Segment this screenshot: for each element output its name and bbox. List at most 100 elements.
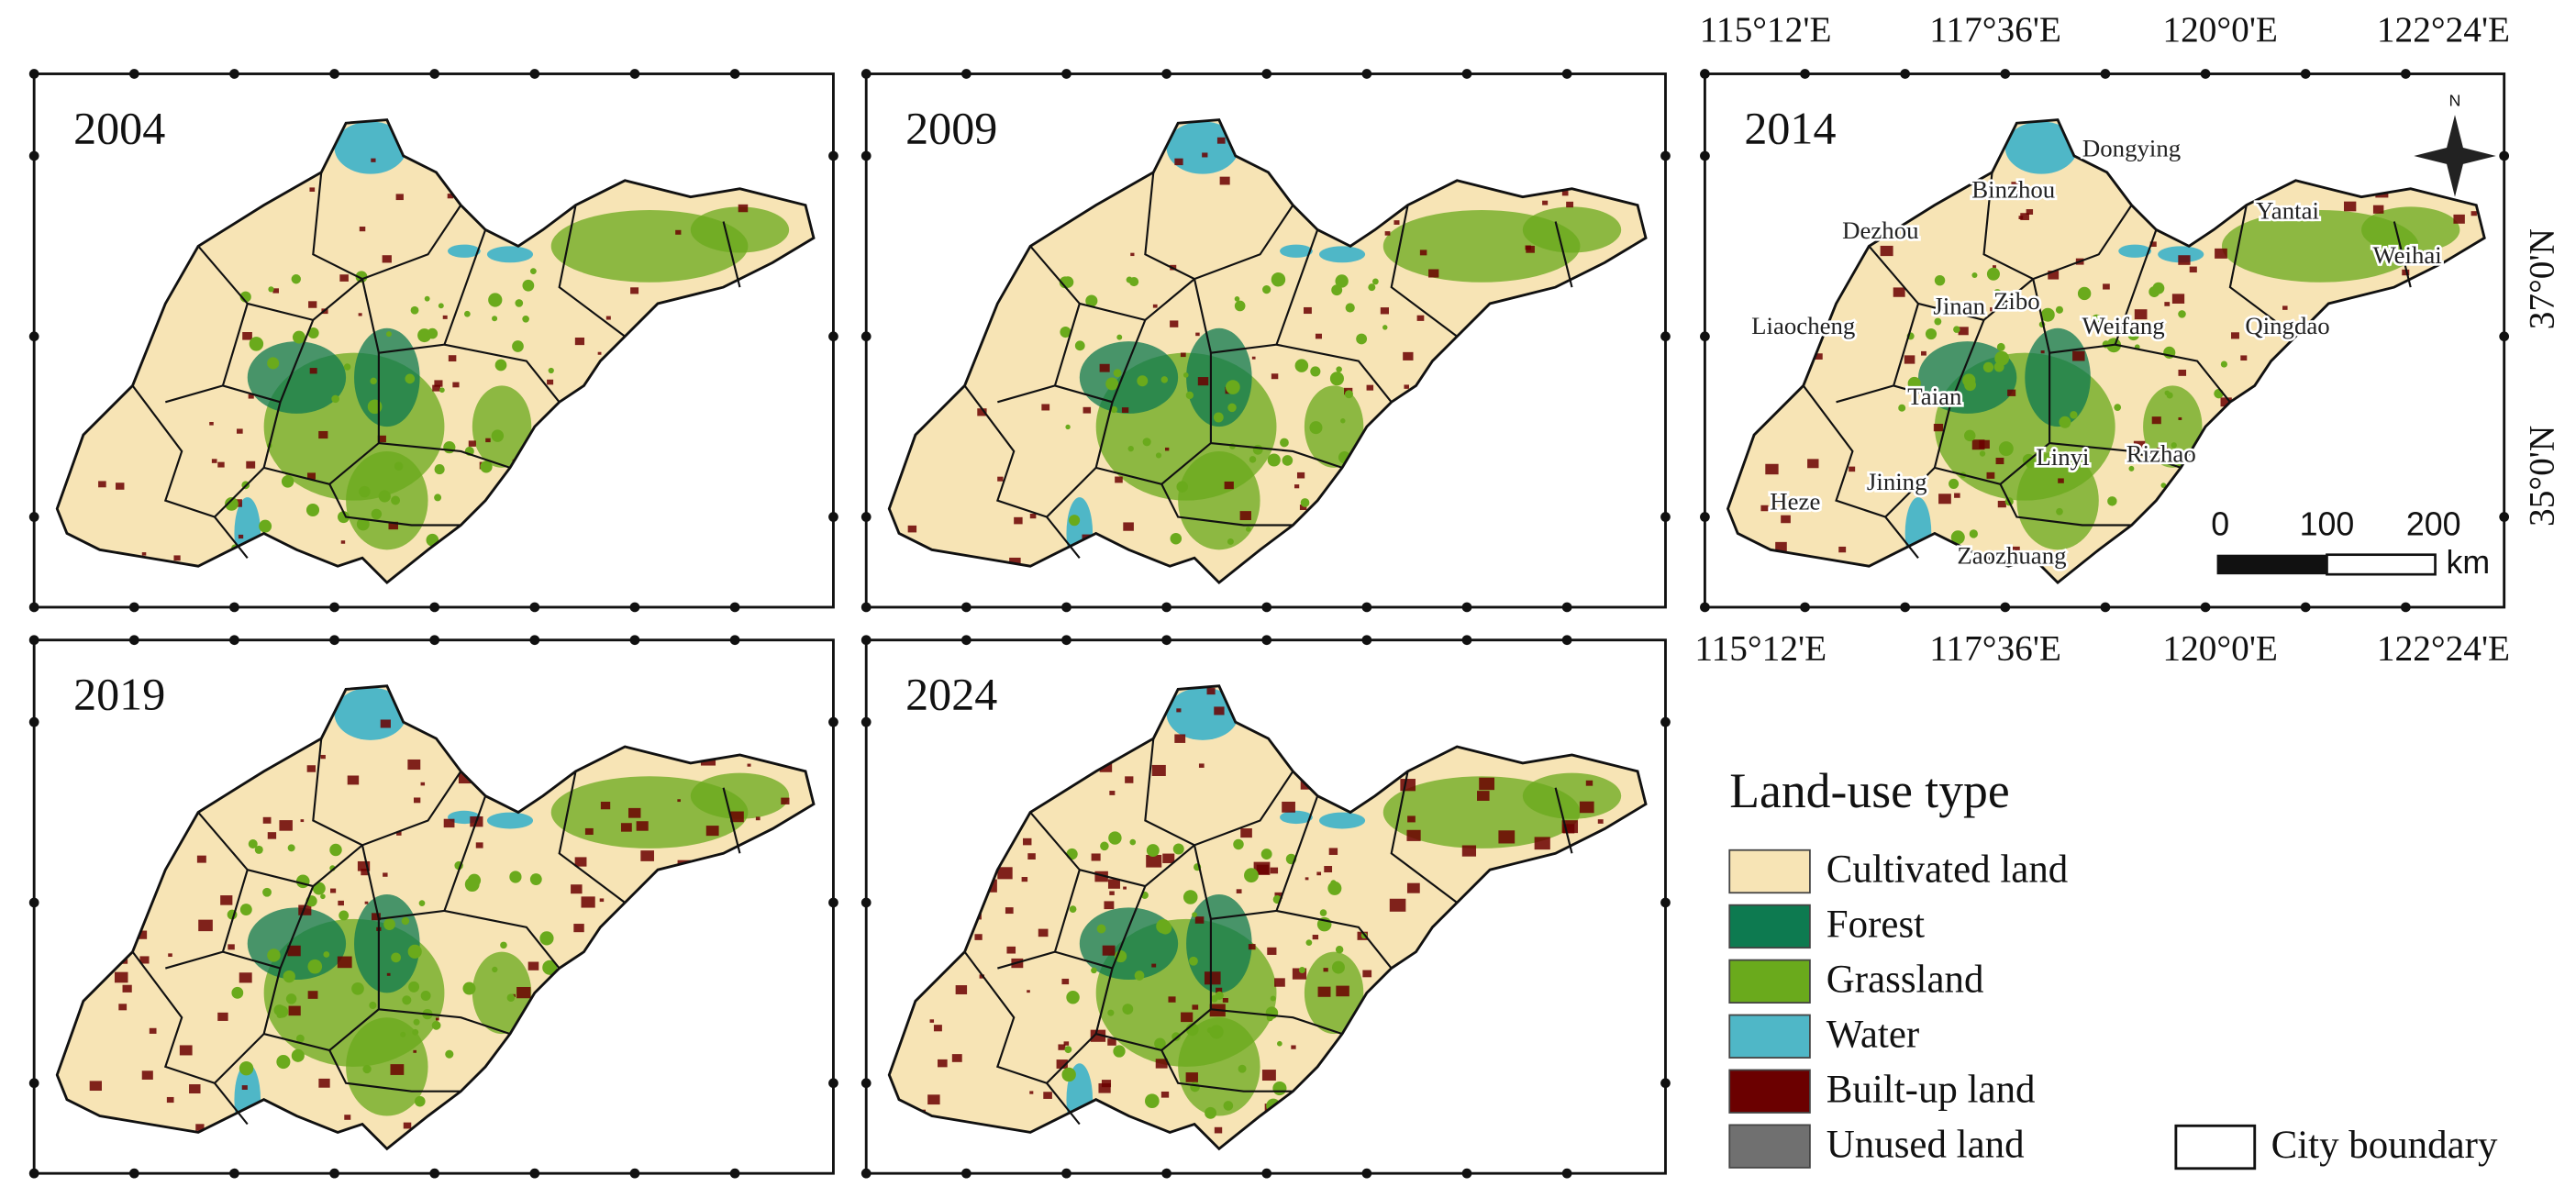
built-up-spot (2011, 182, 2024, 192)
frame-tick (960, 602, 972, 613)
frame-tick (1061, 635, 1071, 646)
built-up-spot (1312, 935, 1319, 940)
frame-tick (1061, 69, 1071, 79)
grass-spot (462, 982, 476, 995)
frame-tick (28, 602, 39, 613)
scale-tick: 0 (2211, 506, 2229, 543)
legend-swatch (1728, 1014, 1811, 1059)
grass-spot (464, 310, 471, 317)
grass-spot (1105, 377, 1119, 391)
built-up-spot (1316, 871, 1322, 876)
built-up-spot (599, 898, 605, 903)
built-up-spot (1428, 269, 1439, 278)
built-up-spot (1305, 877, 1309, 881)
grass-spot (1189, 956, 1198, 966)
grass-spot (1069, 515, 1081, 527)
city-label: Dezhou (1842, 216, 1918, 244)
built-up-spot (1933, 424, 1944, 432)
built-up-spot (420, 782, 426, 786)
city-boundary (1390, 771, 1458, 904)
grass-spot (1964, 379, 1976, 392)
built-up-spot (2171, 294, 2185, 304)
legend-swatch (1728, 1124, 1811, 1169)
frame-tick (1161, 69, 1171, 79)
city-boundary (1276, 909, 1393, 970)
vegetation-patch (1178, 450, 1260, 550)
built-up-spot (1400, 779, 1416, 792)
grass-spot (1934, 317, 1942, 326)
built-up-spot (1380, 307, 1389, 315)
built-up-spot (1094, 871, 1108, 882)
built-up-spot (597, 351, 602, 355)
grass-spot (1267, 453, 1281, 467)
map-panel: 2004 (28, 69, 838, 613)
vegetation-patch (2025, 327, 2091, 427)
built-up-spot (136, 930, 148, 939)
built-up-spot (1477, 791, 1490, 801)
frame-tick (861, 635, 872, 646)
city-boundary (214, 516, 249, 559)
built-up-spot (309, 187, 316, 192)
built-up-spot (2453, 214, 2465, 224)
built-up-spot (2040, 350, 2045, 354)
city-boundary (1276, 343, 1393, 403)
built-up-spot (1498, 830, 1516, 844)
built-up-spot (1323, 968, 1328, 972)
water-body (1280, 810, 1313, 825)
built-up-spot (1121, 407, 1129, 413)
water-body (2158, 246, 2204, 263)
frame-tick (429, 1168, 440, 1179)
water-body (1166, 687, 1239, 740)
built-up-spot (372, 913, 381, 921)
frame-tick (861, 150, 872, 161)
grass-spot (312, 882, 326, 895)
built-up-spot (1461, 845, 1477, 857)
built-up-spot (195, 1124, 205, 1131)
frame-tick (1800, 602, 1810, 613)
frame-tick (1900, 602, 1911, 613)
built-up-spot (1216, 987, 1223, 993)
city-label: Qingdao (2245, 312, 2329, 339)
grass-spot (1065, 424, 1071, 430)
built-up-spot (339, 274, 349, 282)
built-up-spot (1099, 363, 1110, 372)
frame-tick (2300, 602, 2311, 613)
built-up-spot (1151, 963, 1157, 968)
built-up-spot (1294, 484, 1300, 489)
built-up-spot (452, 382, 460, 388)
built-up-spot (1971, 439, 1985, 450)
frame-tick (28, 331, 39, 342)
built-up-spot (344, 1115, 351, 1120)
province-outline (887, 118, 1648, 585)
built-up-spot (330, 888, 337, 893)
province-outline (55, 684, 816, 1151)
city-boundary (1554, 221, 1573, 288)
built-up-spot (371, 158, 376, 162)
frame-tick (1700, 331, 1710, 342)
vegetation-patch (1186, 327, 1252, 427)
built-up-spot (1197, 377, 1209, 386)
built-up-spot (974, 934, 983, 940)
frame-tick (2200, 602, 2211, 613)
longitude-label: 122°24'E (2377, 627, 2510, 668)
grass-spot (2077, 286, 2092, 301)
built-up-spot (1160, 1091, 1170, 1098)
built-up-spot (413, 797, 421, 804)
grass-spot (1986, 267, 2000, 281)
grass-spot (338, 511, 350, 524)
frame-tick (629, 69, 640, 79)
vegetation-patch (247, 341, 347, 414)
built-up-spot (2282, 305, 2288, 310)
built-up-spot (2010, 546, 2020, 555)
grass-spot (291, 1048, 305, 1062)
frame-tick (28, 512, 39, 522)
built-up-spot (1807, 459, 1819, 469)
grass-spot (1298, 967, 1305, 974)
latitude-label: 35°0'N (2521, 426, 2561, 527)
built-up-spot (1174, 734, 1186, 743)
city-label: Zibo (1993, 287, 2040, 315)
frame-tick (229, 635, 239, 646)
frame-tick (1561, 1168, 1572, 1179)
built-up-spot (1204, 971, 1221, 985)
built-up-spot (755, 816, 761, 821)
